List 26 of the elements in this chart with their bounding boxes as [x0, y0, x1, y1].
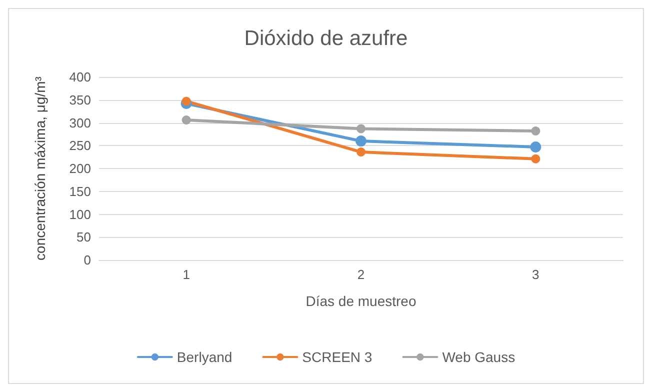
y-tick-label: 350 — [69, 92, 91, 108]
y-tick-label: 150 — [69, 184, 91, 199]
point — [530, 142, 542, 152]
x-tick-label: 1 — [182, 267, 190, 282]
y-tick-label: 300 — [69, 115, 91, 130]
y-tick-label: 200 — [69, 161, 91, 176]
legend-label: Berlyand — [176, 349, 232, 365]
point — [182, 96, 191, 106]
point — [182, 116, 191, 124]
y-axis-title: concentración máxima, μg/m³ — [32, 76, 48, 260]
y-tick-label: 0 — [84, 252, 91, 268]
x-tick-label: 2 — [357, 267, 365, 282]
y-tick-label: 100 — [69, 206, 91, 222]
point — [356, 124, 366, 134]
point — [531, 154, 540, 164]
legend-label: SCREEN 3 — [302, 349, 372, 365]
point — [356, 148, 366, 157]
x-axis-title: Días de muestreo — [306, 293, 416, 309]
point — [356, 136, 366, 147]
legend-label: Web Gauss — [442, 349, 516, 365]
chart-title: Dióxido de azufre — [244, 27, 408, 50]
x-tick-label: 3 — [532, 267, 540, 282]
y-tick-label: 250 — [69, 138, 91, 154]
y-tick-label: 400 — [69, 70, 91, 84]
point — [531, 126, 540, 136]
y-tick-label: 50 — [76, 230, 91, 245]
